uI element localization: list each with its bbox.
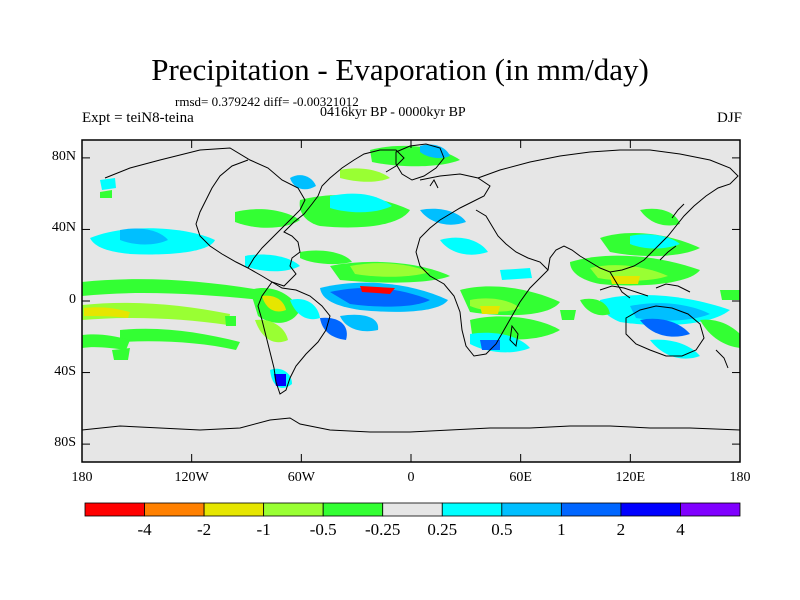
lon-tick-label: 0 — [407, 470, 415, 485]
colorbar-swatch — [144, 502, 205, 517]
colorbar-label: 0.5 — [491, 520, 513, 539]
lat-tick-label: 40N — [51, 220, 76, 236]
map-title: Precipitation - Evaporation (in mm/day) — [151, 52, 649, 87]
lon-tick-label: 120E — [615, 470, 646, 485]
colorbar-label: 2 — [616, 520, 626, 539]
colorbar-label: -0.25 — [365, 520, 401, 539]
colorbar-label: 1 — [557, 520, 566, 539]
colorbar-swatch — [382, 502, 443, 517]
colorbar-swatch — [560, 502, 622, 517]
lon-tick-label: 60E — [509, 470, 532, 485]
colorbar-swatch — [441, 502, 503, 517]
colorbar-label: -0.5 — [309, 520, 337, 539]
lat-tick-label: 0 — [69, 292, 76, 307]
lon-tick-label: 60W — [287, 470, 315, 485]
colorbar-swatch — [620, 502, 681, 517]
colorbar-swatch — [84, 502, 145, 517]
lon-tick-label: 120W — [174, 470, 209, 485]
colorbar-swatch — [501, 502, 562, 517]
lat-tick-label: 40S — [54, 363, 76, 379]
colorbar-label: -4 — [137, 520, 152, 539]
longitude-ticks — [81, 140, 741, 462]
colorbar-label: -1 — [256, 520, 271, 539]
coastlines — [81, 143, 741, 433]
anomaly-fields — [82, 144, 740, 388]
colorbar-swatch — [322, 502, 384, 517]
colorbar-swatch — [263, 502, 324, 517]
lon-tick-label: 180 — [71, 470, 93, 485]
lon-tick-label: 180 — [729, 470, 751, 485]
colorbar — [84, 502, 741, 517]
colorbar-label: -2 — [196, 520, 212, 539]
lat-tick-label: 80S — [54, 435, 76, 451]
season-label: DJF — [716, 110, 742, 126]
colorbar-label: 4 — [676, 520, 685, 539]
experiment-label: Expt = teiN8-teina — [82, 110, 194, 126]
colorbar-swatch — [680, 502, 741, 517]
colorbar-label: 0.25 — [427, 520, 458, 539]
latitude-ticks — [82, 157, 740, 445]
stats-label: rmsd= 0.379242 diff= -0.00321012 — [175, 94, 359, 109]
period-label: 0416kyr BP - 0000kyr BP — [320, 105, 466, 120]
colorbar-swatch — [203, 502, 265, 517]
lat-tick-label: 80N — [51, 148, 76, 164]
